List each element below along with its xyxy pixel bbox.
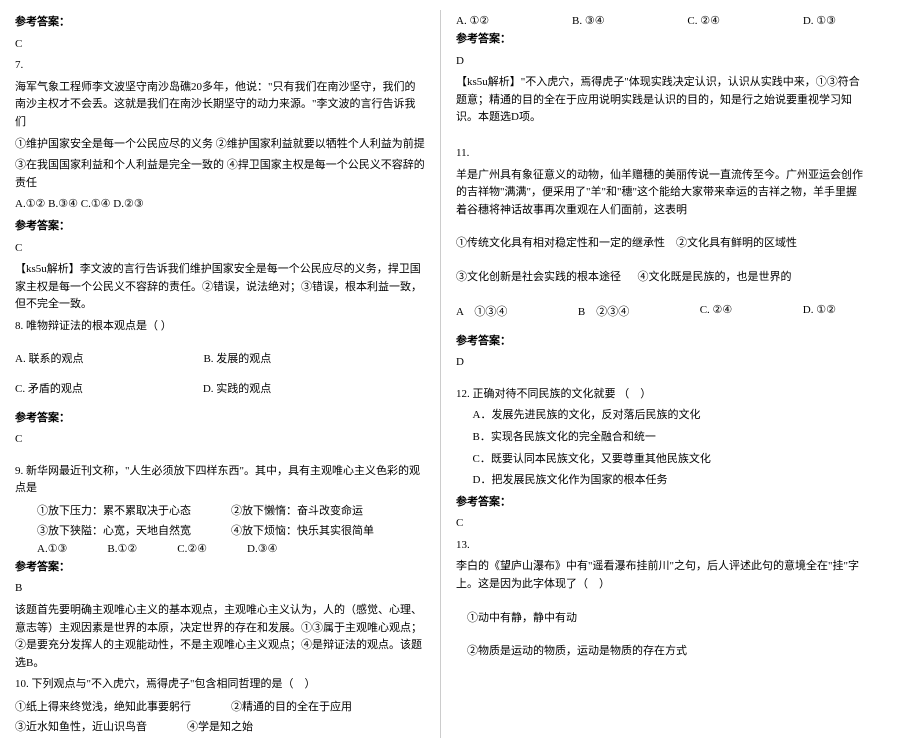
q10-choices-row1: ①纸上得来终觉浅，绝知此事要躬行 ②精通的目的全在于应用 — [15, 698, 425, 714]
q10-title: 10. 下列观点与"不入虎穴，焉得虎子"包含相同哲理的是（ ） — [15, 676, 425, 694]
q10-c4: ④学是知之始 — [187, 718, 253, 734]
q10-c1: ①纸上得来终觉浅，绝知此事要躬行 — [15, 698, 191, 714]
q12-opt-a: A．发展先进民族的文化，反对落后民族的文化 — [473, 407, 867, 425]
answer-label: 参考答案： — [15, 410, 425, 428]
q11-choices-row2: ③文化创新是社会实践的根本途径 ④文化既是民族的，也是世界的 — [456, 269, 866, 287]
q8-opt-c: C. 矛盾的观点 — [15, 380, 83, 396]
q12-opt-c: C．既要认同本民族文化，又要尊重其他民族文化 — [473, 451, 867, 469]
q11-answer: D — [456, 354, 866, 372]
q9-title: 9. 新华网最近刊文称，"人生必须放下四样东西"。其中，具有主观唯心主义色彩的观… — [15, 463, 425, 498]
q10-opt-b: B. ③④ — [572, 14, 605, 27]
q12-opt-d: D．把发展民族文化作为国家的根本任务 — [473, 472, 867, 490]
q8-options-row1: A. 联系的观点 B. 发展的观点 — [15, 350, 425, 366]
q9-opt-b: B.①② — [107, 542, 137, 555]
q11-stem: 羊是广州具有象征意义的动物，仙羊赠穗的美丽传说一直流传至今。广州亚运会创作的吉祥… — [456, 167, 866, 220]
q8-answer: C — [15, 431, 425, 449]
q10-opt-d: D. ①③ — [803, 14, 836, 27]
q9-opt-a: A.①③ — [37, 542, 67, 555]
q8-opt-d: D. 实践的观点 — [203, 380, 271, 396]
q7-choice-row2: ③在我国国家利益和个人利益是完全一致的 ④捍卫国家主权是每一个公民义不容辞的责任 — [15, 157, 425, 192]
answer-label: 参考答案： — [456, 333, 866, 351]
q7-prev-ans: C — [15, 36, 425, 54]
q9-c4: ④放下烦恼：快乐其实很简单 — [231, 522, 374, 538]
q11-choices-row1: ①传统文化具有相对稳定性和一定的继承性 ②文化具有鲜明的区域性 — [456, 235, 866, 253]
q11-options: A ①③④ B ②③④ C. ②④ D. ①② — [456, 303, 836, 319]
q8-opt-a: A. 联系的观点 — [15, 350, 83, 366]
answer-label: 参考答案： — [15, 218, 425, 236]
right-column: A. ①② B. ③④ C. ②④ D. ①③ 参考答案： D 【ks5u解析】… — [441, 0, 881, 748]
q10-opt-a: A. ①② — [456, 14, 489, 27]
q10-answer: D — [456, 53, 866, 71]
answer-label: 参考答案： — [15, 14, 425, 32]
q10-choices-row2: ③近水知鱼性，近山识鸟音 ④学是知之始 — [15, 718, 425, 734]
q7-options: A.①② B.③④ C.①④ D.②③ — [15, 196, 425, 214]
page-container: 参考答案： C 7. 海军气象工程师李文波坚守南沙岛礁20多年，他说："只有我们… — [0, 0, 920, 748]
q11-c2: ②文化具有鲜明的区域性 — [676, 237, 797, 249]
q8-opt-b: B. 发展的观点 — [203, 350, 271, 366]
q9-c2: ②放下懒惰：奋斗改变命运 — [231, 502, 363, 518]
q11-opt-a: A ①③④ — [456, 303, 507, 319]
q7-stem: 海军气象工程师李文波坚守南沙岛礁20多年，他说："只有我们在南沙坚守，我们的南沙… — [15, 79, 425, 132]
q11-c3: ③文化创新是社会实践的根本途径 — [456, 271, 621, 283]
q9-opt-d: D.③④ — [247, 542, 277, 555]
q10-c3: ③近水知鱼性，近山识鸟音 — [15, 718, 147, 734]
q10-c2: ②精通的目的全在于应用 — [231, 698, 352, 714]
q8-title: 8. 唯物辩证法的根本观点是（ ） — [15, 318, 425, 336]
q11-opt-d: D. ①② — [803, 303, 836, 319]
q13-num: 13. — [456, 537, 866, 555]
q9-opt-c: C.②④ — [177, 542, 207, 555]
q11-c1: ①传统文化具有相对稳定性和一定的继承性 — [456, 237, 665, 249]
left-column: 参考答案： C 7. 海军气象工程师李文波坚守南沙岛礁20多年，他说："只有我们… — [0, 0, 440, 748]
q11-opt-c: C. ②④ — [700, 303, 733, 319]
q11-c4: ④文化既是民族的，也是世界的 — [638, 271, 792, 283]
q11-opt-b: B ②③④ — [578, 303, 629, 319]
answer-label: 参考答案： — [456, 31, 866, 49]
q7-explanation: 【ks5u解析】李文波的言行告诉我们维护国家安全是每一个公民应尽的义务，捍卫国家… — [15, 261, 425, 314]
q9-c1: ①放下压力：累不累取决于心态 — [37, 502, 191, 518]
answer-label: 参考答案： — [456, 494, 866, 512]
q13-stem: 李白的《望庐山瀑布》中有"遥看瀑布挂前川"之句，后人评述此句的意境全在"挂"字上… — [456, 558, 866, 593]
q9-c3: ③放下狭隘：心宽，天地自然宽 — [37, 522, 191, 538]
q7-num: 7. — [15, 57, 425, 75]
q12-opt-b: B．实现各民族文化的完全融合和统一 — [473, 429, 867, 447]
q7-answer: C — [15, 240, 425, 258]
q12-answer: C — [456, 515, 866, 533]
q9-answer: B — [15, 580, 425, 598]
q9-choices-row1: ①放下压力：累不累取决于心态 ②放下懒惰：奋斗改变命运 — [37, 502, 425, 518]
q10-opt-c: C. ②④ — [687, 14, 720, 27]
q13-c1: ①动中有静，静中有动 — [467, 610, 866, 628]
q10-options: A. ①② B. ③④ C. ②④ D. ①③ — [456, 14, 836, 27]
q10-explanation: 【ks5u解析】"不入虎穴，焉得虎子"体现实践决定认识，认识从实践中来，①③符合… — [456, 74, 866, 127]
q7-choice-row1: ①维护国家安全是每一个公民应尽的义务 ②维护国家利益就要以牺牲个人利益为前提 — [15, 136, 425, 154]
answer-label: 参考答案： — [15, 559, 425, 577]
q9-choices-row2: ③放下狭隘：心宽，天地自然宽 ④放下烦恼：快乐其实很简单 — [37, 522, 425, 538]
q8-options-row2: C. 矛盾的观点 D. 实践的观点 — [15, 380, 425, 396]
q11-num: 11. — [456, 145, 866, 163]
q9-options: A.①③ B.①② C.②④ D.③④ — [37, 542, 425, 555]
q12-title: 12. 正确对待不同民族的文化就要 （ ） — [456, 386, 866, 404]
q13-c2: ②物质是运动的物质，运动是物质的存在方式 — [467, 643, 866, 661]
q9-explanation: 该题首先要明确主观唯心主义的基本观点，主观唯心主义认为，人的（感觉、心理、意志等… — [15, 602, 425, 672]
